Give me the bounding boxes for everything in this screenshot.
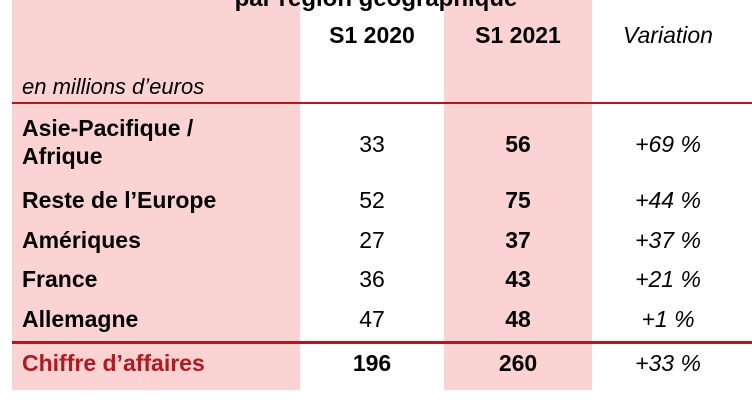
value-variation: +37 % <box>635 227 701 253</box>
value-s1-2021: 75 <box>505 187 531 213</box>
table-title: par région géographique <box>0 0 752 13</box>
row-label: Asie-Pacifique / Afrique <box>22 114 292 170</box>
total-row: Chiffre d’affaires 196 260 +33 % <box>0 349 752 379</box>
value-s1-2021: 48 <box>505 306 531 332</box>
row-label-line2: Afrique <box>22 143 103 169</box>
value-s1-2020: 47 <box>359 306 385 332</box>
value-s1-2021: 43 <box>505 266 531 292</box>
table-row: Reste de l’Europe 52 75 +44 % <box>0 186 752 216</box>
row-label: Allemagne <box>22 306 139 332</box>
s1-2021-column-background <box>444 0 592 390</box>
total-divider <box>12 341 752 344</box>
value-variation: +1 % <box>641 306 695 332</box>
table-row: Amériques 27 37 +37 % <box>0 226 752 256</box>
header-variation: Variation <box>623 22 713 48</box>
value-s1-2021: 56 <box>505 131 531 157</box>
header-divider <box>12 102 752 104</box>
value-s1-2020: 36 <box>359 266 385 292</box>
value-s1-2020: 27 <box>359 227 385 253</box>
table-row: Allemagne 47 48 +1 % <box>0 305 752 335</box>
header-s1-2021: S1 2021 <box>475 22 561 48</box>
value-s1-2020: 33 <box>359 131 385 157</box>
row-label-line1: Asie-Pacifique / <box>22 115 194 141</box>
total-s1-2021: 260 <box>498 350 538 376</box>
value-s1-2020: 52 <box>359 187 385 213</box>
value-variation: +21 % <box>635 266 701 292</box>
table-row: France 36 43 +21 % <box>0 265 752 295</box>
table-row: Asie-Pacifique / Afrique 33 56 +69 % <box>0 112 752 174</box>
header-s1-2020: S1 2020 <box>329 22 415 48</box>
value-variation: +44 % <box>635 187 701 213</box>
row-label: Amériques <box>22 227 141 253</box>
row-label: Reste de l’Europe <box>22 187 217 213</box>
value-variation: +69 % <box>635 131 701 157</box>
row-label: France <box>22 266 98 292</box>
total-label: Chiffre d’affaires <box>22 350 205 376</box>
total-variation: +33 % <box>635 350 701 376</box>
unit-label: en millions d’euros <box>22 74 205 99</box>
label-column-background <box>12 0 300 390</box>
value-s1-2021: 37 <box>505 227 531 253</box>
total-s1-2020: 196 <box>352 350 392 376</box>
